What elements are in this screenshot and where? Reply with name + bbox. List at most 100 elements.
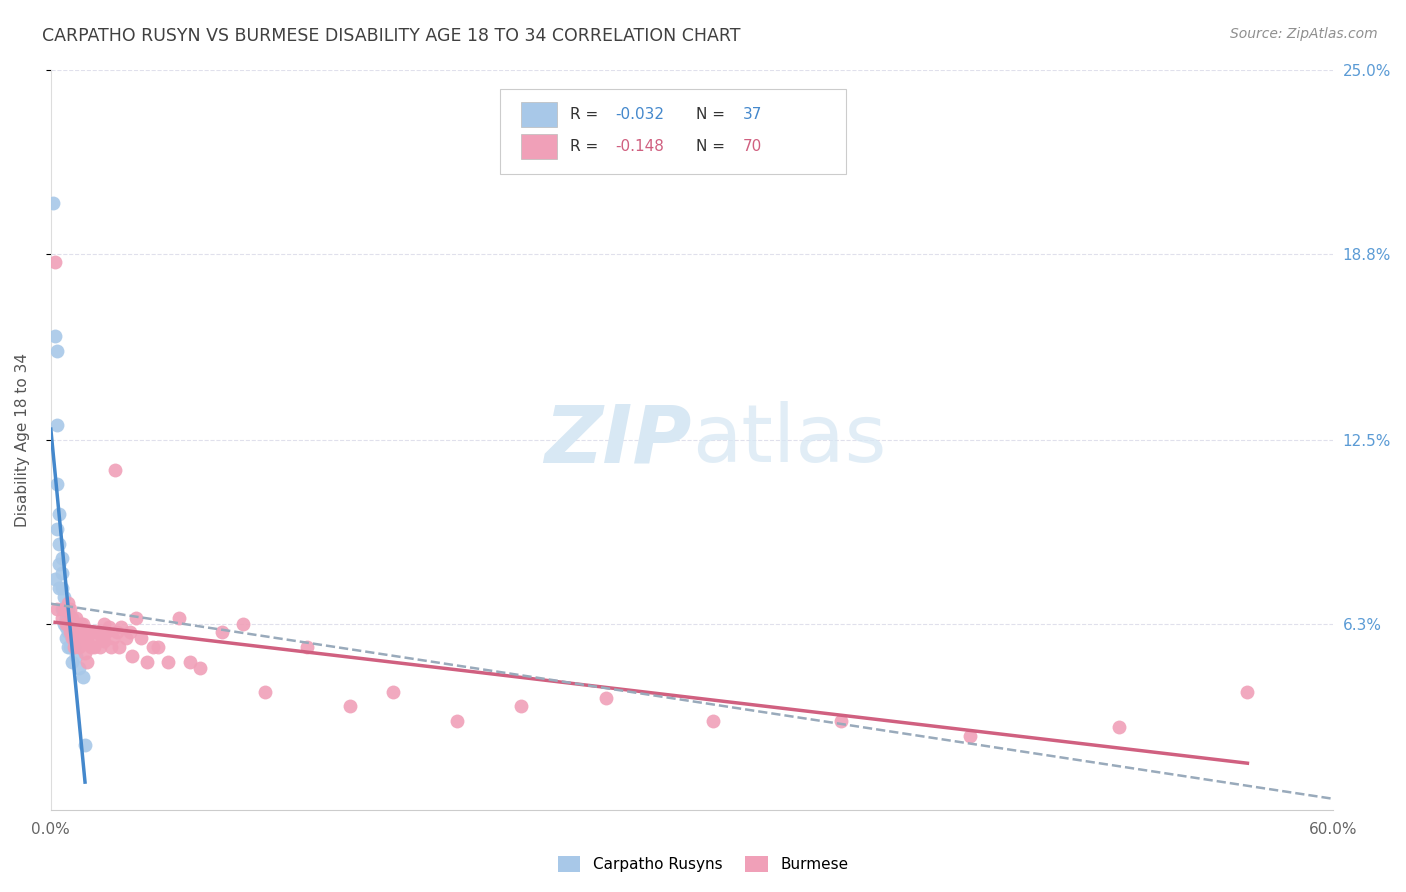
Point bbox=[55, 601, 77, 615]
Point bbox=[79, 625, 101, 640]
Point bbox=[93, 634, 115, 648]
Point bbox=[110, 619, 132, 633]
Point bbox=[67, 661, 90, 675]
Point bbox=[72, 634, 94, 648]
Point bbox=[55, 632, 77, 646]
Point bbox=[1236, 684, 1258, 698]
Point bbox=[48, 536, 70, 550]
Point bbox=[56, 596, 79, 610]
Y-axis label: Disability Age 18 to 34: Disability Age 18 to 34 bbox=[15, 353, 30, 527]
Point bbox=[52, 590, 75, 604]
Point bbox=[51, 610, 73, 624]
Point bbox=[55, 616, 77, 631]
Point bbox=[51, 581, 73, 595]
Point bbox=[60, 632, 83, 646]
Legend: Carpatho Rusyns, Burmese: Carpatho Rusyns, Burmese bbox=[550, 848, 856, 880]
Point bbox=[60, 625, 83, 640]
Point bbox=[114, 632, 136, 646]
Point bbox=[56, 616, 79, 631]
Point bbox=[51, 601, 73, 615]
Point bbox=[93, 616, 115, 631]
Point bbox=[179, 655, 201, 669]
Point bbox=[55, 610, 77, 624]
Point bbox=[167, 610, 190, 624]
Text: CARPATHO RUSYN VS BURMESE DISABILITY AGE 18 TO 34 CORRELATION CHART: CARPATHO RUSYN VS BURMESE DISABILITY AGE… bbox=[42, 27, 741, 45]
Point bbox=[46, 522, 69, 536]
Point bbox=[63, 640, 86, 655]
Text: R =: R = bbox=[569, 139, 603, 153]
Point bbox=[339, 699, 361, 714]
Point bbox=[76, 634, 98, 648]
Point bbox=[51, 551, 73, 566]
Point bbox=[146, 640, 169, 655]
Point bbox=[121, 649, 143, 664]
Point bbox=[118, 625, 141, 640]
Point bbox=[157, 655, 180, 669]
Point bbox=[46, 477, 69, 491]
Point bbox=[63, 619, 86, 633]
Point bbox=[83, 625, 105, 640]
Point bbox=[59, 601, 82, 615]
Point bbox=[67, 640, 90, 655]
Point bbox=[55, 619, 77, 633]
Point bbox=[83, 640, 105, 655]
Text: N =: N = bbox=[696, 107, 730, 122]
Point bbox=[48, 558, 70, 572]
Point bbox=[69, 637, 91, 651]
Text: -0.032: -0.032 bbox=[614, 107, 664, 122]
Point bbox=[232, 616, 254, 631]
Point bbox=[1108, 720, 1130, 734]
Point bbox=[46, 601, 69, 615]
Text: -0.148: -0.148 bbox=[614, 139, 664, 153]
Point bbox=[44, 255, 66, 269]
Point bbox=[125, 610, 148, 624]
Point bbox=[48, 507, 70, 521]
Point bbox=[65, 632, 87, 646]
Point bbox=[702, 714, 724, 729]
Point bbox=[142, 640, 165, 655]
Point bbox=[55, 601, 77, 615]
Point bbox=[959, 729, 981, 743]
Point bbox=[60, 632, 83, 646]
Point bbox=[89, 640, 111, 655]
Point bbox=[72, 616, 94, 631]
Point bbox=[446, 714, 468, 729]
Point bbox=[105, 625, 128, 640]
Point bbox=[59, 640, 82, 655]
Text: 70: 70 bbox=[744, 139, 762, 153]
Point bbox=[80, 640, 103, 655]
Point bbox=[76, 655, 98, 669]
Point bbox=[51, 566, 73, 581]
Point bbox=[73, 625, 96, 640]
Point bbox=[42, 196, 65, 211]
Point bbox=[96, 625, 118, 640]
Point bbox=[190, 661, 212, 675]
Text: 37: 37 bbox=[744, 107, 762, 122]
Point bbox=[87, 625, 110, 640]
FancyBboxPatch shape bbox=[522, 102, 557, 127]
Point bbox=[510, 699, 533, 714]
Point bbox=[595, 690, 617, 705]
Point bbox=[46, 344, 69, 359]
Point bbox=[52, 601, 75, 615]
Point bbox=[84, 632, 107, 646]
Point bbox=[56, 610, 79, 624]
Point bbox=[56, 640, 79, 655]
Point bbox=[56, 601, 79, 615]
Point bbox=[830, 714, 852, 729]
Point bbox=[108, 640, 131, 655]
Text: R =: R = bbox=[569, 107, 603, 122]
Point bbox=[129, 632, 152, 646]
Point bbox=[52, 601, 75, 615]
Point bbox=[100, 640, 122, 655]
Point bbox=[72, 670, 94, 684]
Point bbox=[60, 655, 83, 669]
Point bbox=[60, 610, 83, 624]
Point bbox=[48, 581, 70, 595]
Point bbox=[59, 616, 82, 631]
Point bbox=[101, 632, 124, 646]
Text: N =: N = bbox=[696, 139, 730, 153]
Point bbox=[73, 738, 96, 752]
Point bbox=[44, 572, 66, 586]
Point bbox=[44, 329, 66, 343]
